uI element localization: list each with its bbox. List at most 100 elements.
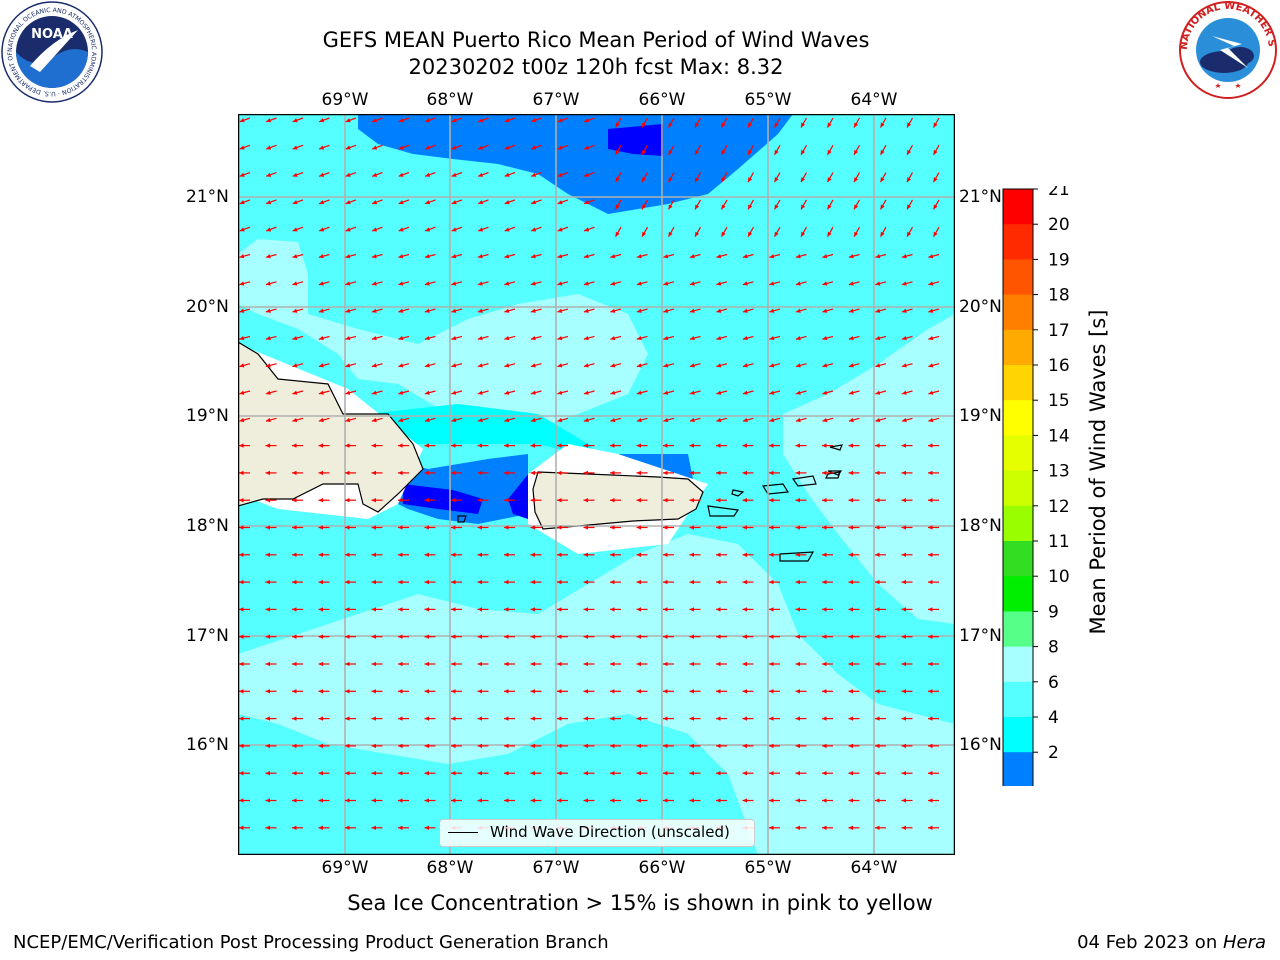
wave-arrow-head <box>875 254 881 259</box>
wave-arrow-head <box>928 825 933 830</box>
wave-arrow-head <box>239 771 244 776</box>
wave-arrow-head <box>663 470 668 476</box>
wave-arrow-head <box>615 149 620 155</box>
wave-arrow-head <box>318 825 324 830</box>
wave-arrow-head <box>875 661 880 667</box>
wave-arrow-head <box>880 149 885 155</box>
wave-arrow-head <box>822 634 827 639</box>
wave-arrow-head <box>716 716 721 721</box>
wave-arrow-head <box>424 689 430 694</box>
wave-arrow-head <box>610 254 616 259</box>
wave-arrow-head <box>610 525 615 530</box>
wave-arrow-head <box>928 716 933 721</box>
wave-arrow-head <box>742 661 748 667</box>
wave-arrow-head <box>530 771 536 776</box>
wave-arrow-head <box>292 689 297 694</box>
wave-arrow-head <box>398 145 404 150</box>
wave-arrow-head <box>636 363 642 368</box>
wave-arrow-head <box>557 579 562 585</box>
wave-arrow-head <box>424 335 430 341</box>
wave-arrow-head <box>901 390 907 395</box>
wave-arrow-head <box>318 470 324 476</box>
wave-arrow-head <box>795 689 801 694</box>
wave-arrow-head <box>907 177 912 183</box>
wave-arrow-head <box>769 363 775 368</box>
wave-arrow-head <box>848 525 854 530</box>
wave-arrow-head <box>265 771 271 776</box>
st-croix-island <box>779 551 815 562</box>
wave-arrow-head <box>769 443 774 448</box>
wave-arrow-head <box>504 470 509 476</box>
wave-arrow-head <box>239 689 244 694</box>
wave-arrow-head <box>689 552 695 557</box>
wave-arrow-head <box>848 498 854 503</box>
wave-arrow-head <box>774 177 779 183</box>
wave-arrow-head <box>372 227 378 232</box>
wave-arrow-head <box>901 363 907 368</box>
wave-arrow-head <box>928 743 933 749</box>
wave-arrow-head <box>318 498 324 503</box>
colorbar-bin <box>1003 329 1033 366</box>
wave-arrow-head <box>531 118 537 123</box>
wave-arrow-head <box>742 552 748 557</box>
wave-arrow-head <box>795 443 801 448</box>
wave-arrow-head <box>398 335 404 341</box>
wave-arrow-head <box>795 335 801 341</box>
wave-arrow-head <box>907 122 912 128</box>
wave-arrow-head <box>875 390 881 395</box>
wave-arrow-head <box>689 743 695 749</box>
wave-arrow-head <box>875 771 880 776</box>
wave-arrow-head <box>477 254 483 259</box>
virgin-islands-small <box>791 475 817 487</box>
wave-arrow-head <box>371 443 377 448</box>
wave-arrow-head <box>795 607 801 612</box>
wave-arrow-head <box>424 716 430 721</box>
colorbar: 21 20 19 18 17 16 15 14 13 12 11 10 9 8 6 4 2 <box>1002 186 1070 786</box>
lon-label-bottom: 67°W <box>532 858 580 878</box>
wave-arrow-head <box>610 771 615 776</box>
wave-arrow-head <box>557 716 562 721</box>
wave-arrow-head <box>319 118 325 123</box>
lon-label-top: 65°W <box>744 90 792 110</box>
wave-arrow-head <box>345 525 350 530</box>
colorbar-bin <box>1003 717 1033 753</box>
wave-arrow-head <box>451 281 457 286</box>
lat-label-right: 16°N <box>959 735 1002 755</box>
wave-arrow-head <box>345 443 350 448</box>
wave-arrow-head <box>742 498 748 503</box>
wave-arrow-head <box>689 254 695 259</box>
wave-arrow-head <box>583 363 589 368</box>
wave-arrow-head <box>689 498 695 503</box>
wave-arrow-head <box>584 200 590 205</box>
wave-arrow-head <box>557 172 563 177</box>
wave-arrow-head <box>504 172 510 177</box>
colorbar-bin <box>1003 259 1033 296</box>
wave-arrow-head <box>689 798 695 803</box>
wave-arrow-head <box>636 308 642 313</box>
wave-arrow-head <box>907 149 912 155</box>
wave-arrow-head <box>371 363 377 368</box>
wave-arrow-head <box>292 254 298 259</box>
wave-arrow-head <box>854 149 859 155</box>
wave-arrow-head <box>318 417 324 423</box>
wave-arrow-head <box>636 743 642 749</box>
wave-arrow-head <box>424 470 430 476</box>
wave-arrow-head <box>371 689 377 694</box>
wave-arrow-head <box>742 335 748 341</box>
wave-arrow-head <box>848 771 854 776</box>
wave-arrow-head <box>827 204 832 210</box>
wave-arrow-head <box>769 607 774 612</box>
wave-arrow-head <box>531 172 537 177</box>
wave-arrow-head <box>265 308 271 313</box>
wave-arrow-head <box>822 335 828 341</box>
virgin-islands-small <box>825 471 841 479</box>
wave-arrow-head <box>477 308 483 313</box>
wave-arrow-head <box>371 498 377 503</box>
wave-arrow-head <box>292 552 297 557</box>
wave-arrow-head <box>530 308 536 313</box>
wave-arrow-head <box>557 145 563 150</box>
wave-arrow-head <box>822 390 828 395</box>
wave-arrow-head <box>689 689 695 694</box>
wave-arrow-head <box>769 498 774 503</box>
wave-arrow-head <box>345 118 351 123</box>
